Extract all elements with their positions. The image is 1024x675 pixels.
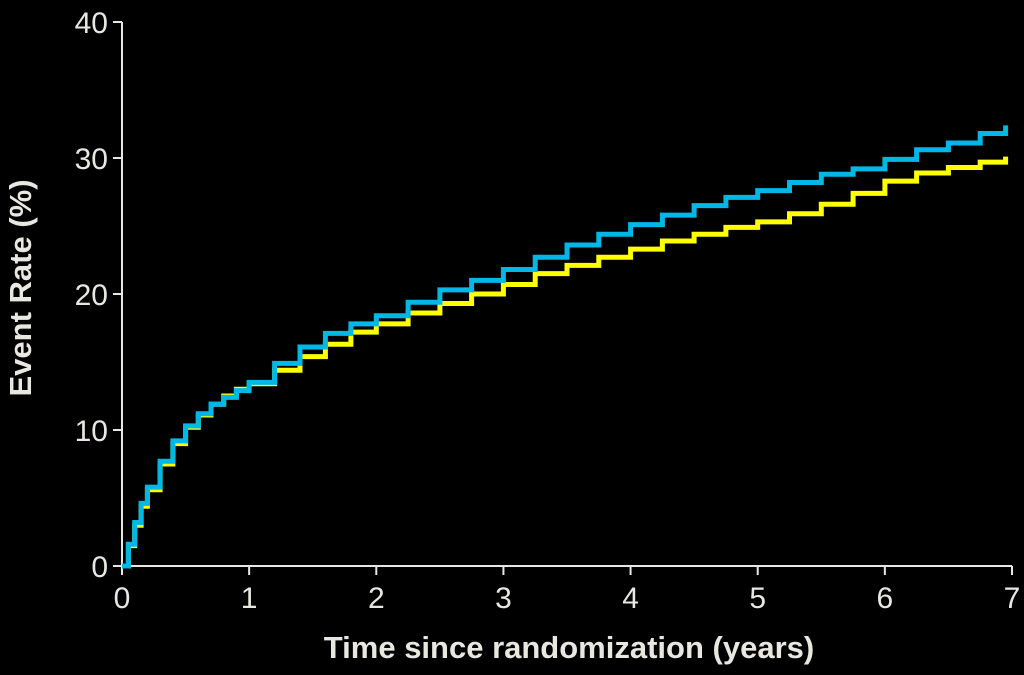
- y-tick-label: 40: [75, 7, 108, 40]
- y-ticks: 0 10 20 30 40: [75, 7, 122, 584]
- y-tick-label: 0: [91, 551, 108, 584]
- x-tick-label: 3: [495, 582, 512, 615]
- x-tick-label: 0: [114, 582, 131, 615]
- series-lines: [122, 125, 1009, 569]
- x-tick-label: 5: [749, 582, 766, 615]
- x-ticks: 0 1 2 3 4 5 6 7: [114, 566, 1021, 615]
- x-tick-label: 2: [368, 582, 385, 615]
- x-axis-title: Time since randomization (years): [324, 630, 814, 665]
- axes: [121, 22, 1012, 567]
- x-tick-label: 1: [241, 582, 258, 615]
- x-tick-label: 7: [1004, 582, 1021, 615]
- y-tick-label: 20: [75, 279, 108, 312]
- series-line-1: [122, 156, 1009, 569]
- series-line-2: [122, 125, 1009, 569]
- y-axis-title: Event Rate (%): [3, 179, 38, 396]
- y-tick-label: 10: [75, 415, 108, 448]
- x-tick-label: 4: [622, 582, 639, 615]
- y-tick-label: 30: [75, 143, 108, 176]
- x-tick-label: 6: [877, 582, 894, 615]
